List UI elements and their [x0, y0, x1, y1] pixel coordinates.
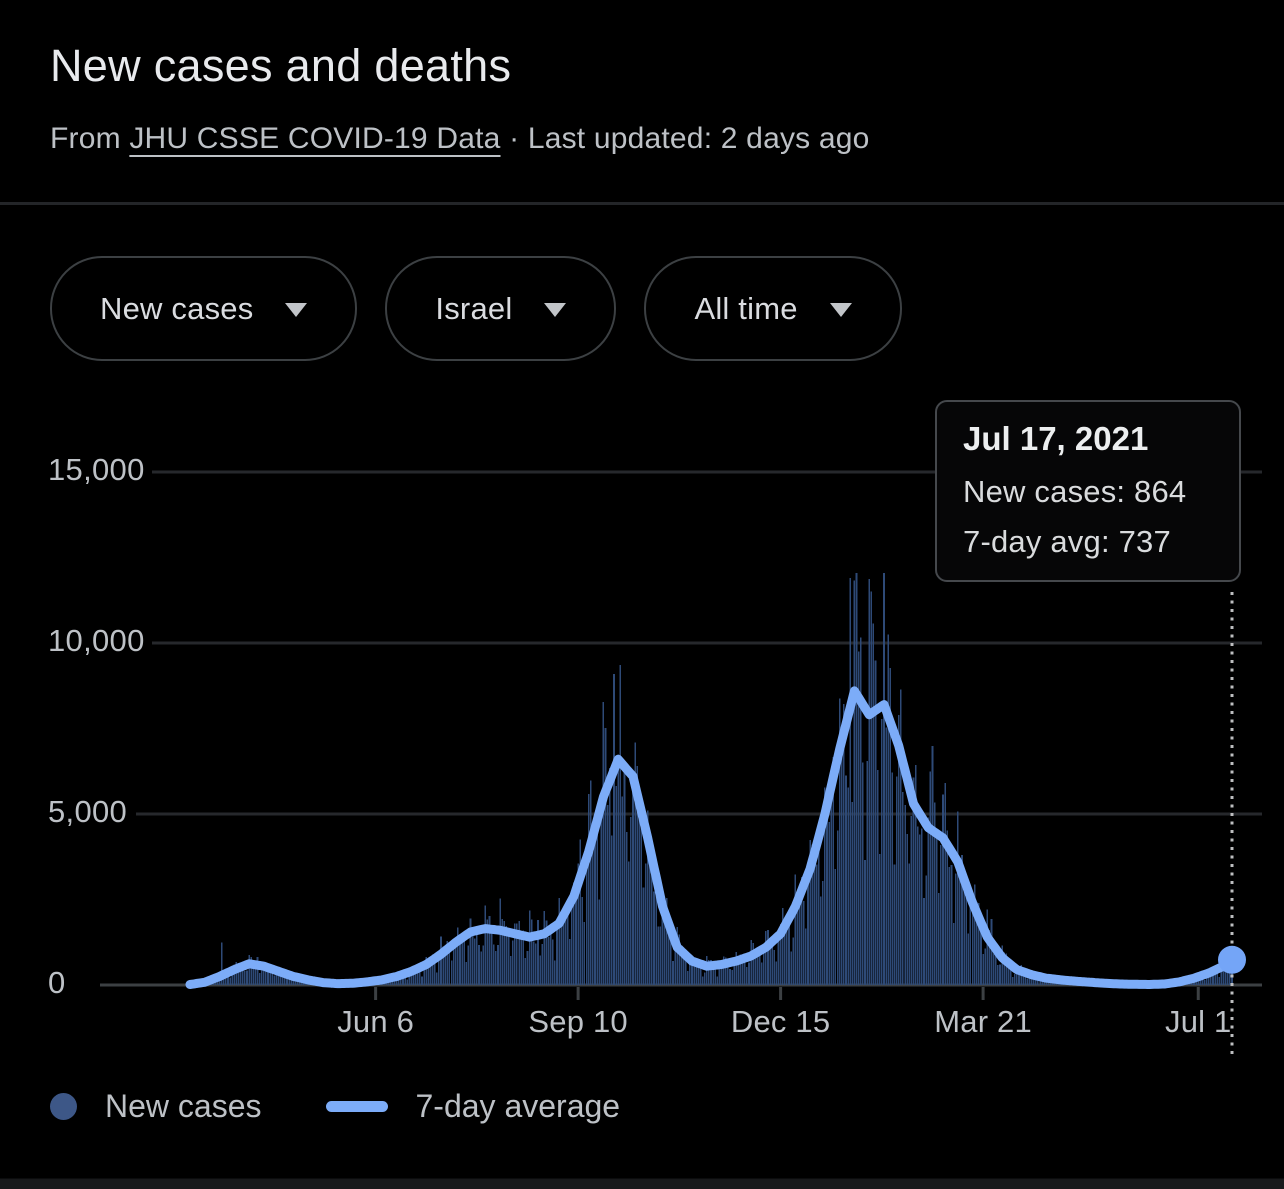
legend-item-7day-average: 7-day average [325, 1088, 621, 1125]
tooltip-date: Jul 17, 2021 [963, 420, 1149, 457]
x-axis-label: Jun 6 [337, 1004, 415, 1039]
x-axis-label: Dec 15 [730, 1004, 831, 1039]
chart-legend: New cases 7-day average [50, 1088, 620, 1125]
timerange-dropdown[interactable]: All time [644, 256, 902, 361]
y-axis-label: 5,000 [48, 794, 128, 829]
metric-dropdown-label: New cases [100, 290, 254, 326]
metric-dropdown[interactable]: New cases [50, 256, 358, 361]
y-axis-label: 15,000 [48, 452, 145, 487]
average-line-series [185, 686, 1237, 989]
chevron-down-icon [544, 303, 567, 317]
highlight-point[interactable] [1218, 945, 1246, 974]
source-link[interactable]: JHU CSSE COVID-19 Data [129, 122, 501, 155]
separator-dot: · [509, 122, 520, 155]
legend-label: New cases [105, 1088, 262, 1124]
average-line-icon [325, 1101, 388, 1112]
last-updated-text: Last updated: 2 days ago [527, 122, 870, 155]
legend-item-new-cases: New cases [50, 1088, 262, 1125]
x-axis-ticks [374, 987, 1200, 1000]
filter-row: New cases Israel All time [50, 256, 902, 361]
header-divider [0, 202, 1284, 205]
y-axis-label: 0 [48, 965, 66, 1000]
x-axis-label: Mar 21 [934, 1004, 1032, 1039]
x-axis-label: Sep 10 [528, 1004, 628, 1039]
page-title: New cases and deaths [50, 40, 512, 91]
tooltip-line: 7-day avg: 737 [963, 524, 1171, 559]
next-card-edge [0, 1178, 1284, 1189]
region-dropdown-label: Israel [435, 290, 513, 326]
chevron-down-icon [285, 303, 308, 317]
x-axis-label: Jul 1 [1165, 1004, 1232, 1039]
source-line: From JHU CSSE COVID-19 Data · Last updat… [50, 122, 870, 156]
legend-label: 7-day average [415, 1088, 621, 1124]
bars-series [189, 572, 1233, 986]
y-axis-label: 10,000 [48, 623, 145, 658]
hover-tooltip: Jul 17, 2021 New cases: 864 7-day avg: 73… [935, 400, 1241, 582]
chevron-down-icon [829, 303, 852, 317]
new-cases-dot-icon [50, 1093, 77, 1120]
tooltip-line: New cases: 864 [963, 474, 1187, 509]
timerange-dropdown-label: All time [694, 290, 798, 326]
source-prefix: From [50, 122, 121, 155]
region-dropdown[interactable]: Israel [385, 256, 617, 361]
